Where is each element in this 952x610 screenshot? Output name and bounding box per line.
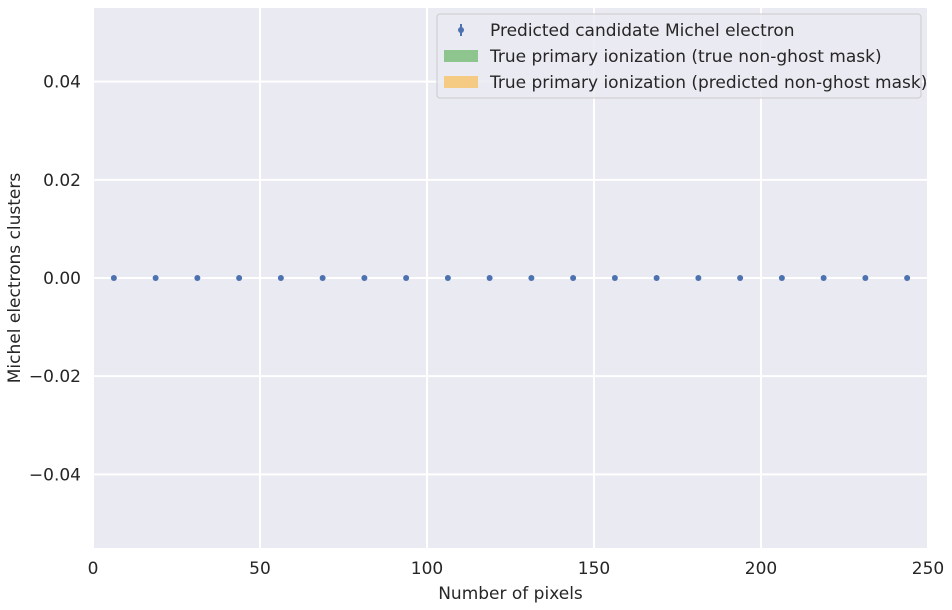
legend-box: [436, 13, 922, 99]
x-tick-label: 200: [745, 559, 777, 579]
legend-label: Predicted candidate Michel electron: [490, 21, 795, 41]
data-point: [653, 275, 660, 281]
data-point: [152, 275, 159, 281]
data-point: [277, 275, 284, 281]
legend-label: True primary ionization (true non-ghost …: [489, 47, 882, 67]
x-axis-ticks: 0 50 100 150 200 250: [88, 559, 945, 579]
data-point: [611, 275, 618, 281]
y-axis-label: Michel electrons clusters: [5, 173, 25, 384]
data-point: [528, 275, 535, 281]
x-tick-label: 100: [411, 559, 443, 579]
data-point: [319, 275, 326, 281]
x-tick-label: 0: [88, 559, 99, 579]
y-axis-ticks: −0.04 −0.02 0.00 0.02 0.04: [29, 73, 81, 486]
data-point: [737, 275, 744, 281]
legend: Predicted candidate Michel electron True …: [436, 13, 927, 99]
data-point: [695, 275, 702, 281]
data-point: [862, 275, 869, 281]
legend-point-marker: [458, 27, 464, 33]
data-point: [486, 275, 493, 281]
data-point: [403, 275, 410, 281]
y-tick-label: 0.04: [43, 73, 81, 93]
data-point: [570, 275, 577, 281]
data-point: [194, 275, 201, 281]
x-tick-label: 50: [249, 559, 271, 579]
legend-patch-marker: [444, 76, 478, 88]
y-tick-label: −0.02: [29, 367, 81, 387]
data-point: [110, 275, 117, 281]
y-tick-label: −0.04: [29, 465, 81, 485]
data-point: [444, 275, 451, 281]
data-series-predicted: [110, 275, 911, 281]
y-tick-label: 0.02: [43, 171, 81, 191]
data-point: [778, 275, 785, 281]
y-tick-label: 0.00: [43, 269, 81, 289]
x-tick-label: 150: [578, 559, 610, 579]
x-tick-label: 250: [912, 559, 944, 579]
x-axis-label: Number of pixels: [438, 584, 583, 604]
data-point: [236, 275, 243, 281]
data-point: [820, 275, 827, 281]
legend-label: True primary ionization (predicted non-g…: [489, 73, 927, 93]
data-point: [904, 275, 911, 281]
legend-patch-marker: [444, 50, 478, 62]
data-point: [361, 275, 368, 281]
